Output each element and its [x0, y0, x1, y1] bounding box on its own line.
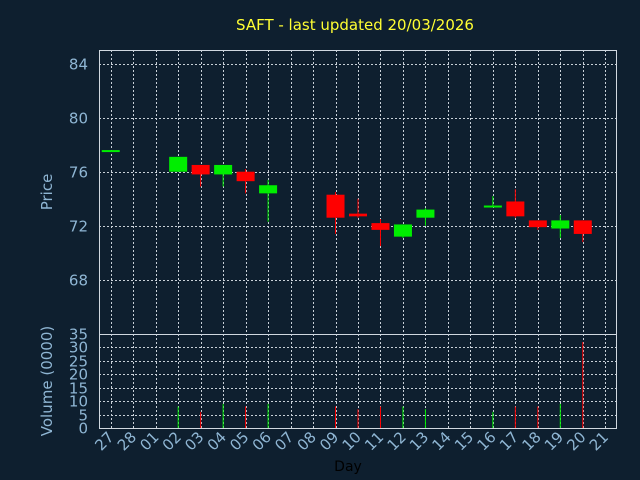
volume-tick-label: 30 — [69, 339, 88, 357]
candle-body — [101, 150, 120, 153]
volume-tick-label: 15 — [69, 380, 88, 398]
volume-tick-label: 5 — [78, 407, 88, 425]
candle-body — [573, 220, 592, 234]
candle-body — [393, 224, 412, 237]
volume-tick-label: 0 — [78, 420, 88, 438]
volume-tick-label: 35 — [69, 326, 88, 344]
price-tick-label: 80 — [69, 110, 88, 128]
x-tick-label: 21 — [586, 428, 612, 454]
price-tick-label: 68 — [69, 272, 88, 290]
volume-tick-label: 25 — [69, 353, 88, 371]
volume-panel-frame — [99, 334, 617, 429]
price-axis-label: Price — [38, 174, 56, 211]
volume-axis-label: Volume (0000) — [38, 326, 56, 436]
candle-body — [371, 223, 390, 230]
candle-body — [528, 220, 547, 228]
volume-tick-label: 20 — [69, 366, 88, 384]
candle-body — [169, 156, 188, 172]
candle-body — [416, 209, 435, 218]
price-tick-label: 76 — [69, 164, 88, 182]
candle-body — [506, 201, 525, 217]
candle-body — [214, 164, 233, 175]
volume-tick-label: 10 — [69, 393, 88, 411]
candle-body — [259, 185, 278, 194]
candle-body — [551, 220, 570, 229]
price-tick-label: 84 — [69, 56, 88, 74]
candle-body — [349, 213, 367, 217]
candle-body — [326, 194, 345, 218]
candle-body — [191, 164, 210, 175]
price-panel: 68 72 76 80 84 — [69, 50, 617, 335]
price-tick-label: 72 — [69, 218, 88, 236]
x-axis: 2728010203040506070809101112131415161718… — [91, 428, 612, 454]
candle-body — [483, 205, 502, 208]
chart-title: SAFT - last updated 20/03/2026 — [236, 16, 474, 34]
candle-body — [236, 171, 255, 182]
x-axis-label: Day — [334, 459, 362, 475]
